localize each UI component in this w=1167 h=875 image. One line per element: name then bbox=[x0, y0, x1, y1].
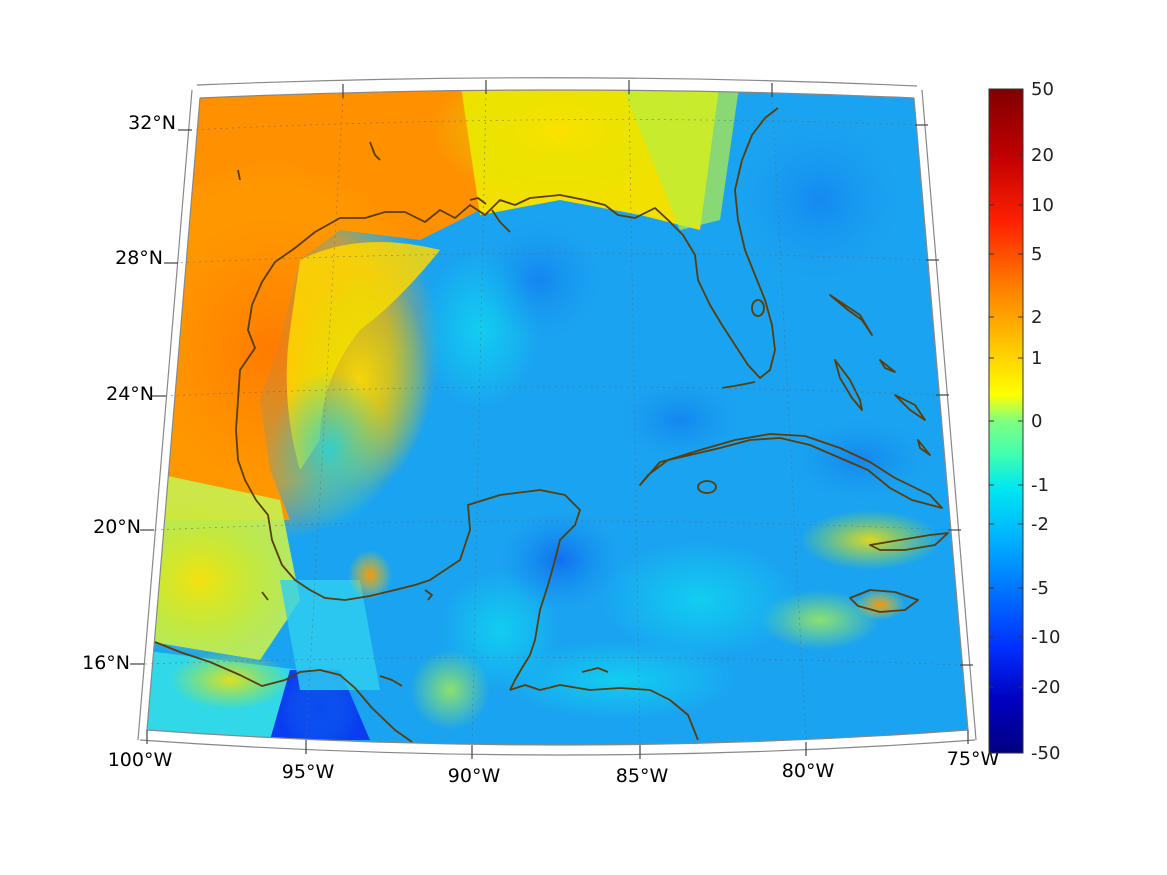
colorbar-label: 10 bbox=[1031, 195, 1054, 216]
graticule bbox=[144, 91, 963, 746]
colorbar-label: 5 bbox=[1031, 244, 1042, 265]
map-frame bbox=[137, 77, 977, 756]
colorbar-ticks bbox=[989, 154, 1023, 688]
lon-label-95w: 95°W bbox=[282, 761, 335, 783]
data-field bbox=[147, 90, 968, 745]
lat-label-28: 28°N bbox=[115, 247, 163, 269]
lon-label-85w: 85°W bbox=[616, 765, 669, 787]
colorbar-label: -20 bbox=[1031, 677, 1060, 698]
lat-label-32: 32°N bbox=[128, 112, 176, 134]
lon-label-90w: 90°W bbox=[448, 765, 501, 787]
coastlines bbox=[154, 107, 949, 743]
colorbar-label: -5 bbox=[1031, 578, 1049, 599]
colorbar-label: -2 bbox=[1031, 514, 1049, 535]
lat-label-24: 24°N bbox=[106, 383, 154, 405]
lon-label-100w: 100°W bbox=[108, 749, 173, 771]
colorbar-label: 0 bbox=[1031, 411, 1042, 432]
lon-label-75w: 75°W bbox=[947, 748, 1000, 770]
lat-labels: 32°N 28°N 24°N 20°N 16°N bbox=[82, 112, 176, 674]
colorbar-label: -50 bbox=[1031, 743, 1060, 764]
lon-label-80w: 80°W bbox=[782, 760, 835, 782]
colorbar-label: 50 bbox=[1031, 79, 1054, 100]
colorbar-label: 2 bbox=[1031, 307, 1042, 328]
colorbar-label: 1 bbox=[1031, 348, 1042, 369]
colorbar-label: -10 bbox=[1031, 627, 1060, 648]
colorbar-label: -1 bbox=[1031, 475, 1049, 496]
lon-labels: 100°W 95°W 90°W 85°W 80°W 75°W bbox=[108, 748, 1000, 787]
lat-label-20: 20°N bbox=[93, 516, 141, 538]
colorbar-scale bbox=[988, 88, 1024, 754]
lat-label-16: 16°N bbox=[82, 652, 130, 674]
frame-ticks bbox=[130, 80, 973, 759]
colorbar-label: 20 bbox=[1031, 145, 1054, 166]
